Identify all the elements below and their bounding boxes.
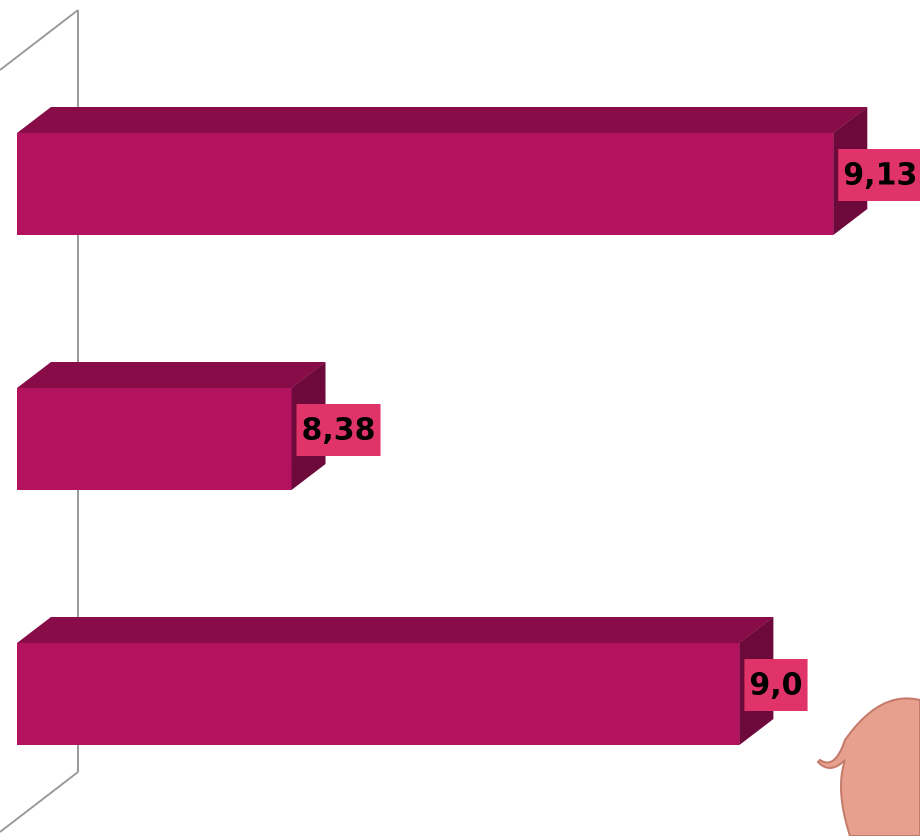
value-label: 9,0 bbox=[749, 668, 802, 703]
wall-edge bbox=[0, 9, 79, 71]
value-label: 8,38 bbox=[302, 413, 376, 448]
bar-top bbox=[17, 107, 868, 133]
value-label-box bbox=[744, 659, 808, 711]
decoration bbox=[816, 697, 920, 836]
value-label: 9,13 bbox=[843, 158, 917, 193]
bar-top bbox=[17, 617, 774, 643]
bar bbox=[17, 643, 740, 745]
decorative-blob bbox=[816, 697, 920, 836]
bar-top bbox=[17, 362, 326, 388]
wall-edge bbox=[0, 771, 79, 833]
bar bbox=[17, 133, 834, 235]
value-label-box bbox=[838, 149, 920, 201]
bars: 9,13 8,38 9,0 bbox=[17, 107, 920, 745]
bar bbox=[17, 388, 292, 490]
value-label-box bbox=[296, 404, 381, 456]
